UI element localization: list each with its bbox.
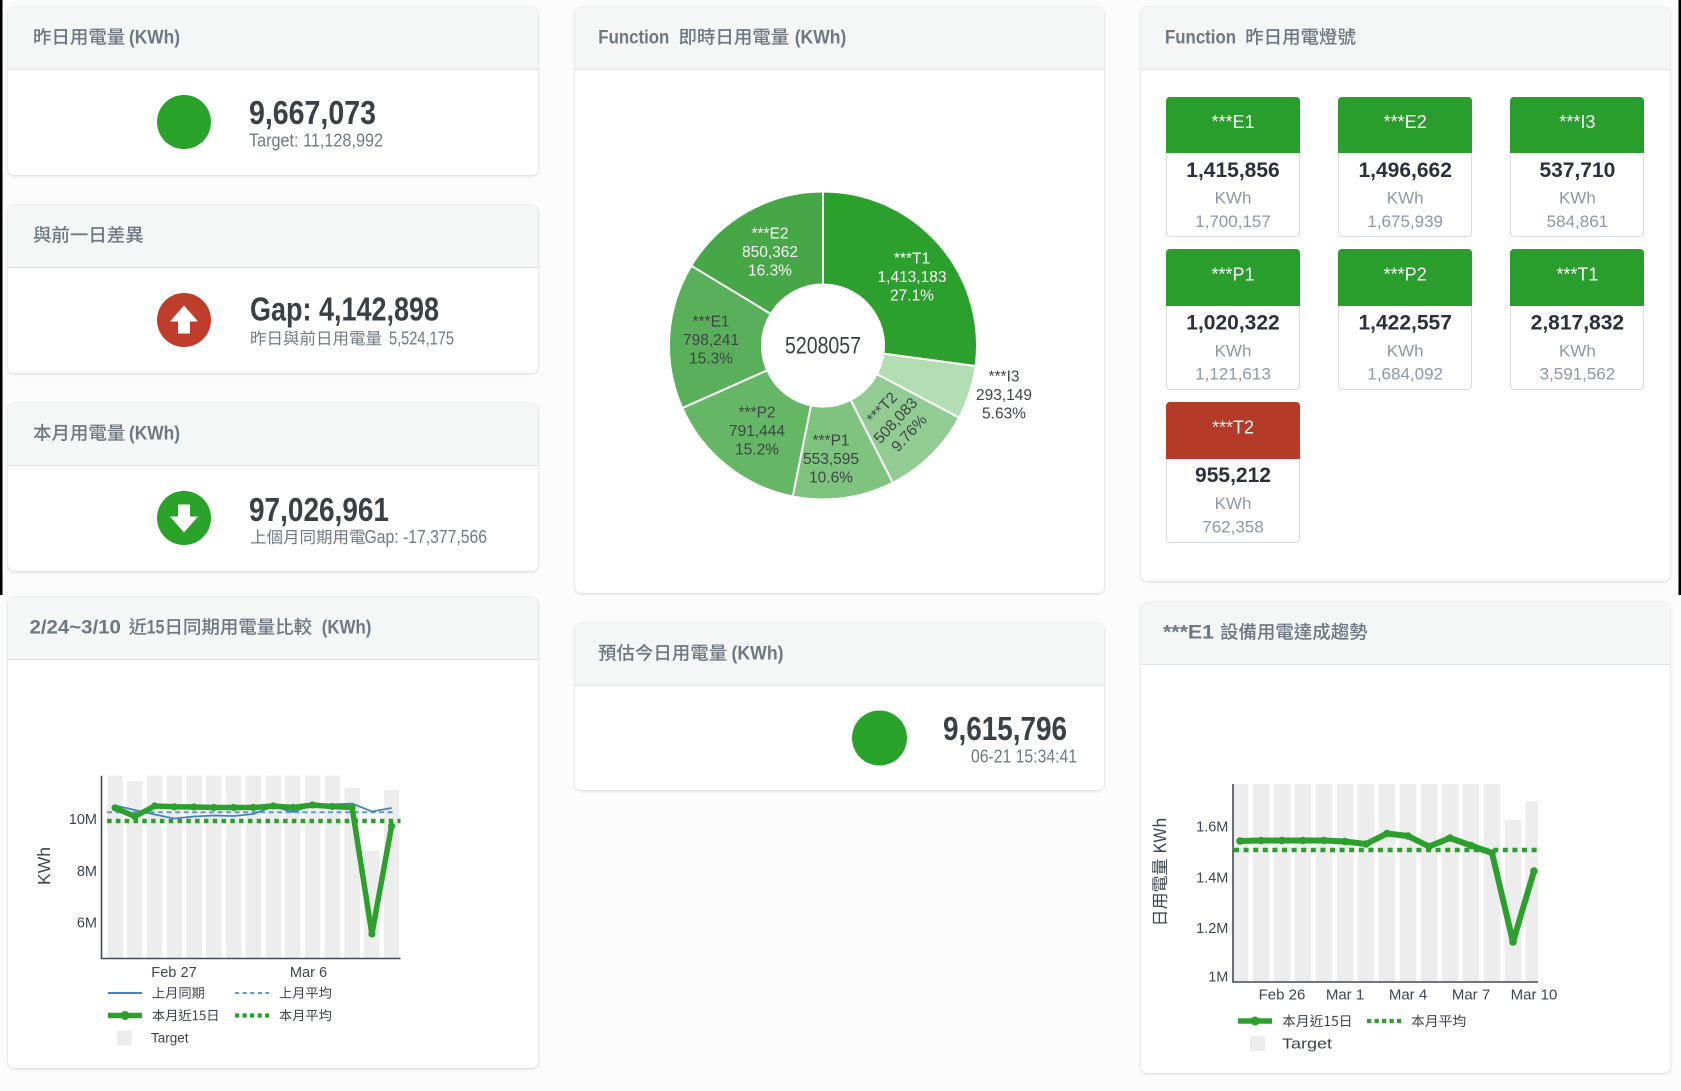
svg-text:***E1: ***E1	[1211, 112, 1254, 132]
svg-text:(KWh): (KWh)	[795, 27, 847, 49]
svg-text:(KWh): (KWh)	[322, 617, 372, 639]
svg-text:KWh: KWh	[1559, 341, 1596, 360]
svg-text:Feb 26: Feb 26	[1259, 987, 1306, 1004]
svg-text:6M: 6M	[77, 916, 97, 932]
svg-text:***T2: ***T2	[1212, 417, 1254, 437]
svg-text:Target: Target	[151, 1031, 189, 1046]
svg-text:(KWh): (KWh)	[732, 643, 784, 665]
svg-text:553,595: 553,595	[803, 451, 859, 468]
svg-text:1,684,092: 1,684,092	[1367, 365, 1443, 384]
svg-text:1,496,662: 1,496,662	[1358, 159, 1451, 182]
svg-text:9,667,073: 9,667,073	[249, 94, 376, 131]
svg-text:***P1: ***P1	[812, 433, 849, 450]
svg-text:***P1: ***P1	[1211, 265, 1254, 285]
svg-text:KWh: KWh	[1215, 494, 1252, 513]
svg-text:1,020,322: 1,020,322	[1186, 312, 1279, 335]
svg-text:Function: Function	[1165, 27, 1236, 49]
svg-text:Mar 1: Mar 1	[1326, 987, 1364, 1004]
svg-text:2,817,832: 2,817,832	[1531, 312, 1624, 335]
svg-text:850,362: 850,362	[742, 244, 798, 261]
svg-text:Target: Target	[1282, 1036, 1333, 1053]
svg-text:Mar 6: Mar 6	[290, 965, 327, 981]
svg-text:***E2: ***E2	[751, 226, 788, 243]
svg-text:1,413,183: 1,413,183	[878, 269, 947, 286]
svg-text:***E2: ***E2	[1384, 112, 1427, 132]
svg-text:***I3: ***I3	[1559, 112, 1595, 132]
svg-text:2/24~3/10: 2/24~3/10	[30, 617, 122, 639]
svg-text:9,615,796: 9,615,796	[943, 710, 1067, 747]
svg-text:10M: 10M	[69, 812, 97, 828]
svg-text:Mar 10: Mar 10	[1511, 987, 1558, 1004]
svg-text:584,861: 584,861	[1547, 212, 1608, 231]
svg-text:1,422,557: 1,422,557	[1358, 312, 1451, 335]
svg-text:Gap: 4,142,898: Gap: 4,142,898	[250, 291, 439, 328]
svg-text:KWh: KWh	[1215, 341, 1252, 360]
svg-text:15: 15	[147, 617, 165, 639]
svg-text:791,444: 791,444	[729, 423, 785, 440]
svg-text:1,415,856: 1,415,856	[1186, 159, 1279, 182]
svg-text:Mar 7: Mar 7	[1452, 987, 1490, 1004]
svg-text:Gap: -17,377,566: Gap: -17,377,566	[365, 527, 488, 547]
svg-text:5208057: 5208057	[785, 333, 861, 360]
svg-text:(KWh): (KWh)	[129, 423, 180, 445]
svg-text:5,524,175: 5,524,175	[389, 328, 454, 348]
svg-text:***T1: ***T1	[1556, 265, 1598, 285]
svg-text:8M: 8M	[77, 864, 97, 880]
svg-text:***I3: ***I3	[988, 369, 1019, 386]
svg-text:1,675,939: 1,675,939	[1367, 212, 1443, 231]
svg-text:1M: 1M	[1208, 970, 1228, 986]
svg-text:10.6%: 10.6%	[809, 470, 853, 487]
svg-text:1,700,157: 1,700,157	[1195, 212, 1271, 231]
svg-text:Target: 11,128,992: Target: 11,128,992	[249, 130, 383, 150]
svg-text:1.6M: 1.6M	[1196, 820, 1228, 836]
svg-text:5.63%: 5.63%	[982, 406, 1026, 423]
svg-text:97,026,961: 97,026,961	[249, 491, 389, 528]
svg-text:***E1: ***E1	[692, 314, 729, 331]
svg-text:537,710: 537,710	[1539, 159, 1615, 182]
svg-text:798,241: 798,241	[683, 332, 739, 349]
svg-text:***P2: ***P2	[738, 405, 775, 422]
svg-text:Mar 4: Mar 4	[1389, 987, 1427, 1004]
svg-text:Feb 27: Feb 27	[151, 965, 196, 981]
svg-text:***E1: ***E1	[1163, 622, 1214, 644]
svg-text:15.3%: 15.3%	[689, 351, 733, 368]
svg-text:***T1: ***T1	[894, 251, 930, 268]
svg-text:293,149: 293,149	[976, 387, 1032, 404]
svg-text:***P2: ***P2	[1384, 265, 1427, 285]
svg-text:955,212: 955,212	[1195, 464, 1271, 487]
svg-text:16.3%: 16.3%	[748, 263, 792, 280]
svg-text:27.1%: 27.1%	[890, 288, 934, 305]
svg-text:KWh: KWh	[1387, 189, 1424, 208]
svg-text:KWh: KWh	[1559, 189, 1596, 208]
svg-text:KWh: KWh	[34, 847, 54, 885]
svg-text:KWh: KWh	[1387, 341, 1424, 360]
svg-text:1.2M: 1.2M	[1196, 921, 1228, 937]
svg-text:762,358: 762,358	[1202, 517, 1263, 536]
svg-text:06-21 15:34:41: 06-21 15:34:41	[971, 747, 1077, 767]
svg-text:1,121,613: 1,121,613	[1195, 365, 1271, 384]
svg-text:(KWh): (KWh)	[129, 27, 180, 49]
svg-text:Function: Function	[598, 27, 669, 49]
svg-text:1.4M: 1.4M	[1196, 871, 1228, 887]
svg-text:15.2%: 15.2%	[735, 442, 779, 459]
svg-text:KWh: KWh	[1215, 189, 1252, 208]
svg-text:3,591,562: 3,591,562	[1540, 365, 1616, 384]
